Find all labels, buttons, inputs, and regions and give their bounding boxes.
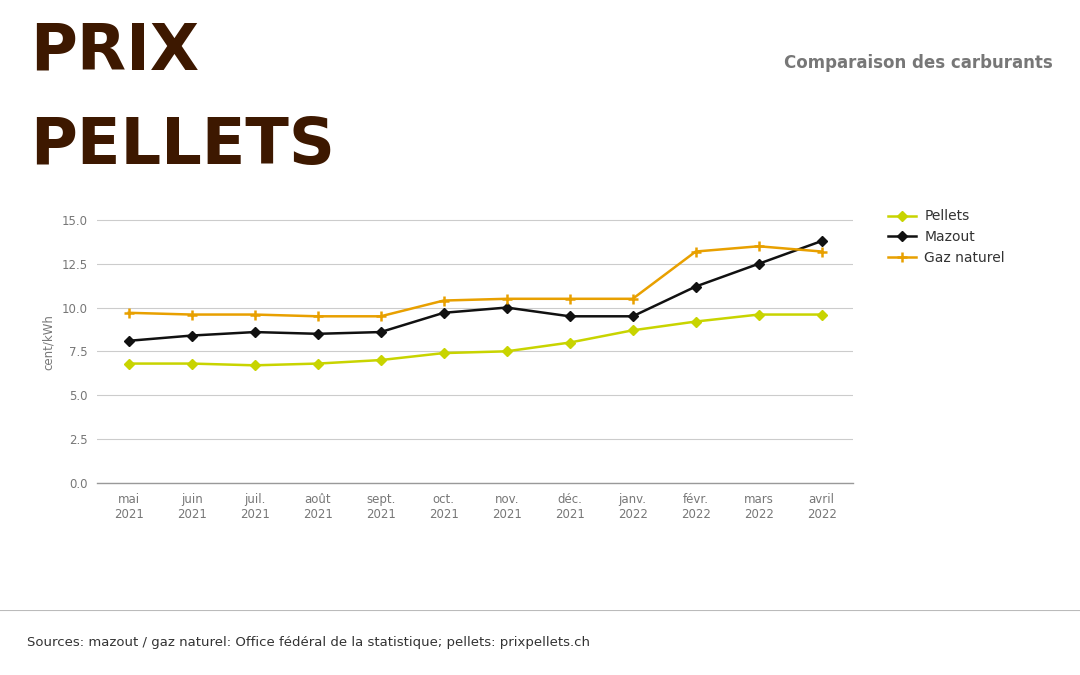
Text: PRIX: PRIX (30, 20, 200, 82)
Text: PELLETS: PELLETS (30, 115, 335, 177)
Text: Comparaison des carburants: Comparaison des carburants (784, 54, 1053, 72)
Legend: Pellets, Mazout, Gaz naturel: Pellets, Mazout, Gaz naturel (882, 204, 1011, 271)
Text: Sources: mazout / gaz naturel: Office fédéral de la statistique; pellets: prixpe: Sources: mazout / gaz naturel: Office fé… (27, 636, 590, 649)
Y-axis label: cent/kWh: cent/kWh (41, 315, 54, 371)
